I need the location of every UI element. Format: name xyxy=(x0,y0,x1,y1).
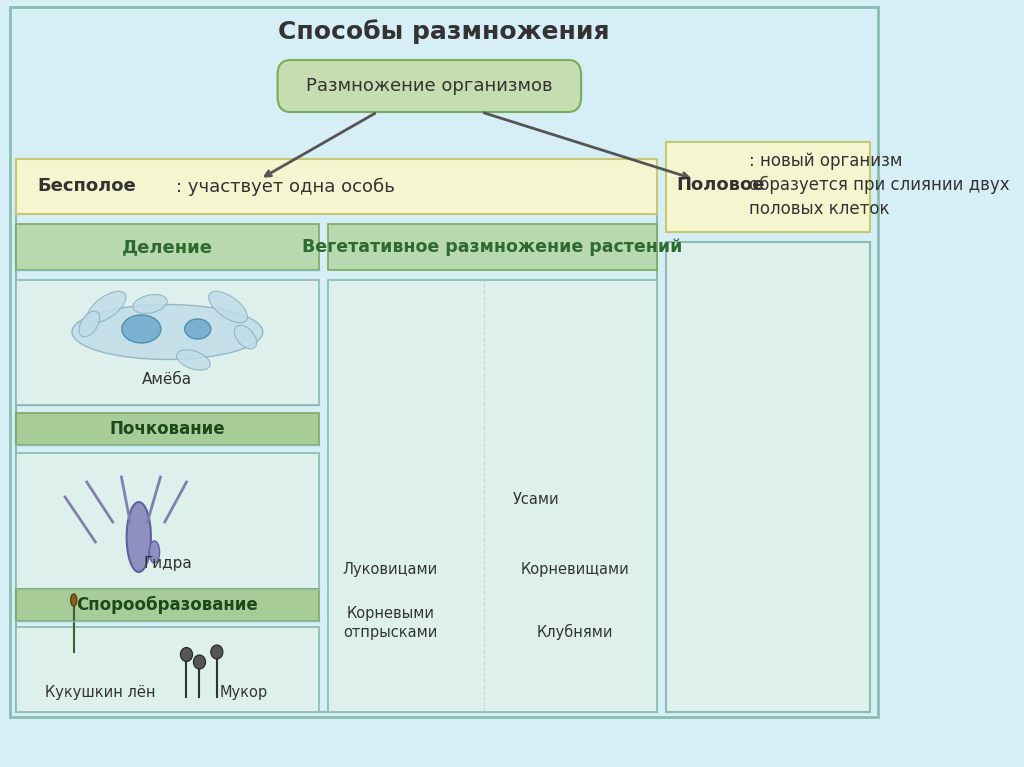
Text: Амёба: Амёба xyxy=(142,372,193,387)
FancyBboxPatch shape xyxy=(278,60,581,112)
Text: : участвует одна особь: : участвует одна особь xyxy=(176,177,395,196)
Bar xyxy=(15,413,319,445)
Bar xyxy=(328,224,657,270)
Ellipse shape xyxy=(150,541,160,563)
Text: Спорообразование: Спорообразование xyxy=(77,596,258,614)
Text: Гидра: Гидра xyxy=(143,556,191,571)
Bar xyxy=(15,159,657,214)
Bar xyxy=(15,453,319,589)
Text: Клубнями: Клубнями xyxy=(537,624,613,640)
Text: Половое: Половое xyxy=(677,176,765,194)
Ellipse shape xyxy=(209,291,248,323)
Text: Мукор: Мукор xyxy=(219,685,267,700)
Text: Усами: Усами xyxy=(513,492,559,507)
Ellipse shape xyxy=(176,350,210,370)
Bar xyxy=(667,142,870,232)
Bar xyxy=(15,280,319,405)
Ellipse shape xyxy=(122,315,161,343)
Circle shape xyxy=(180,647,193,661)
Bar xyxy=(15,627,319,712)
Bar xyxy=(15,180,657,712)
Ellipse shape xyxy=(71,594,77,606)
Text: Луковицами: Луковицами xyxy=(343,562,438,577)
Ellipse shape xyxy=(72,304,263,360)
Ellipse shape xyxy=(184,319,211,339)
Circle shape xyxy=(211,645,223,659)
Text: Кукушкин лён: Кукушкин лён xyxy=(45,685,156,700)
Text: Почкование: Почкование xyxy=(110,420,225,438)
Text: Размножение организмов: Размножение организмов xyxy=(306,77,553,95)
Text: : новый организм
образуется при слиянии двух
половых клеток: : новый организм образуется при слиянии … xyxy=(749,152,1009,218)
Text: Корневищами: Корневищами xyxy=(520,562,630,577)
Ellipse shape xyxy=(127,502,151,572)
Text: Деление: Деление xyxy=(122,238,213,256)
Bar xyxy=(667,242,870,712)
Text: Корневыми
отпрысками: Корневыми отпрысками xyxy=(343,607,437,640)
Text: Бесполое: Бесполое xyxy=(37,177,136,196)
Text: Вегетативное размножение растений: Вегетативное размножение растений xyxy=(302,238,683,256)
Text: Способы размножения: Способы размножения xyxy=(279,20,610,44)
Circle shape xyxy=(194,655,206,669)
Ellipse shape xyxy=(87,291,126,323)
Bar xyxy=(328,280,657,712)
Ellipse shape xyxy=(79,311,99,337)
Bar xyxy=(15,224,319,270)
Ellipse shape xyxy=(133,295,167,314)
Ellipse shape xyxy=(234,325,257,349)
Bar xyxy=(15,589,319,621)
